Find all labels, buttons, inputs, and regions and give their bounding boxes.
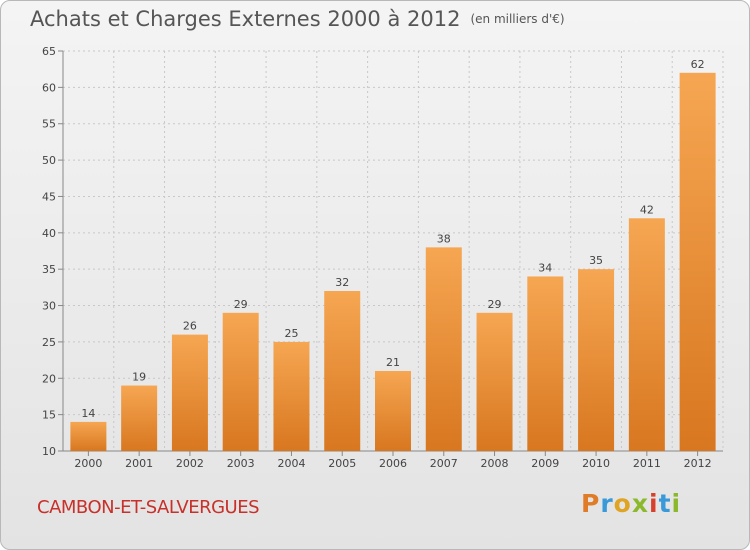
bar-2002 (171, 334, 208, 451)
bar-2009 (527, 276, 564, 451)
logo-letter: i (649, 489, 659, 518)
xtick-label-2003: 2003 (227, 457, 255, 470)
chart-subtitle: (en milliers d'€) (470, 12, 565, 26)
bar-2010 (578, 269, 615, 451)
data-label-2005: 32 (335, 276, 349, 289)
xtick-label-2006: 2006 (379, 457, 407, 470)
xtick-label-2007: 2007 (430, 457, 458, 470)
data-label-2006: 21 (386, 356, 400, 369)
ytick-label-30: 30 (42, 300, 56, 313)
bar-2004 (273, 341, 310, 451)
ytick-label-10: 10 (42, 445, 56, 458)
bar-2000 (70, 421, 107, 451)
xtick-label-2000: 2000 (74, 457, 102, 470)
data-label-2007: 38 (437, 232, 451, 245)
xtick-label-2010: 2010 (582, 457, 610, 470)
data-label-2004: 25 (284, 327, 298, 340)
ytick-label-55: 55 (42, 118, 56, 131)
commune-name: CAMBON-ET-SALVERGUES (37, 497, 260, 518)
bar-2007 (425, 247, 462, 451)
logo-letter: t (658, 489, 672, 518)
ytick-label-20: 20 (42, 372, 56, 385)
data-label-2003: 29 (234, 298, 248, 311)
ytick-label-25: 25 (42, 336, 56, 349)
bar-2008 (476, 312, 513, 451)
data-label-2010: 35 (589, 254, 603, 267)
logo-letter: i (671, 489, 682, 518)
data-label-2000: 14 (81, 407, 95, 420)
ytick-label-40: 40 (42, 227, 56, 240)
data-label-2002: 26 (183, 320, 197, 333)
data-label-2008: 29 (488, 298, 502, 311)
data-label-2012: 62 (691, 58, 705, 71)
chart-title: Achats et Charges Externes 2000 à 2012 (e… (30, 7, 565, 31)
bar-2005 (324, 291, 361, 451)
data-label-2001: 19 (132, 371, 146, 384)
xtick-label-2009: 2009 (531, 457, 559, 470)
logo-letter: r (600, 489, 614, 518)
bar-2006 (375, 371, 411, 451)
xtick-label-2011: 2011 (633, 457, 661, 470)
logo-letter: o (613, 489, 632, 518)
proxiti-logo: Proxiti (581, 489, 681, 518)
ytick-label-60: 60 (42, 81, 56, 94)
bar-2003 (222, 312, 259, 451)
xtick-label-2002: 2002 (176, 457, 204, 470)
xtick-label-2004: 2004 (277, 457, 305, 470)
xtick-label-2008: 2008 (481, 457, 509, 470)
ytick-label-35: 35 (42, 263, 56, 276)
xtick-label-2005: 2005 (328, 457, 356, 470)
logo-letter: P (581, 489, 601, 518)
xtick-label-2012: 2012 (684, 457, 712, 470)
bar-2011 (628, 218, 665, 451)
ytick-label-15: 15 (42, 409, 56, 422)
bar-2001 (121, 385, 158, 451)
bar-2012 (679, 72, 716, 452)
logo-letter: x (631, 489, 649, 518)
data-label-2011: 42 (640, 203, 654, 216)
data-label-2009: 34 (538, 261, 552, 274)
title-text: Achats et Charges Externes 2000 à 2012 (30, 7, 461, 31)
ytick-label-65: 65 (42, 45, 56, 58)
ytick-label-45: 45 (42, 190, 56, 203)
xtick-label-2001: 2001 (125, 457, 153, 470)
ytick-label-50: 50 (42, 154, 56, 167)
